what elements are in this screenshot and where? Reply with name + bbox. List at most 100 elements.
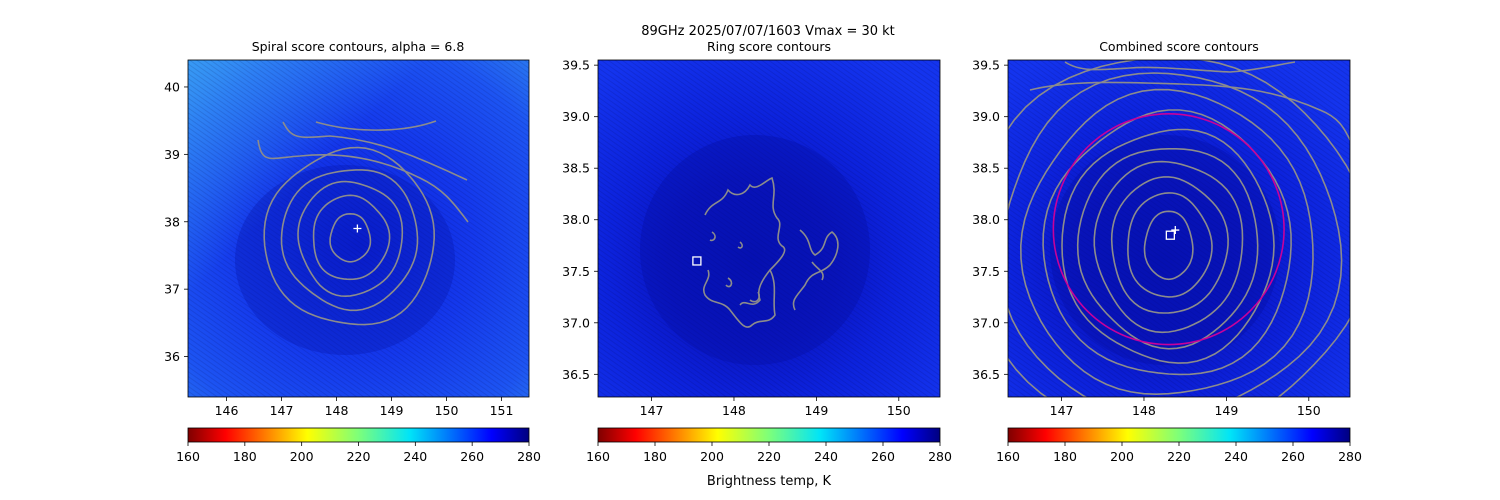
- y-tick-label: 36.5: [562, 367, 590, 382]
- spiral-ticks: 146 147 148 149 150 151 36 37 38 39 40: [164, 79, 513, 418]
- ring-contours: [703, 176, 839, 328]
- x-tick-label: 150: [887, 403, 911, 418]
- combined-contour-line: [1076, 148, 1259, 350]
- ring-contour-line: [737, 241, 743, 249]
- colorbar-tick-label: 200: [1110, 449, 1134, 464]
- y-tick-label: 38.0: [562, 212, 590, 227]
- colorbar-tick-label: 260: [460, 449, 484, 464]
- colorbar-tick-label: 160: [996, 449, 1020, 464]
- combined-contour-line: [1110, 176, 1229, 314]
- combined-panel-title: Combined score contours: [1099, 39, 1259, 54]
- spiral-contour-line: [297, 180, 404, 298]
- colorbar-tick-label: 240: [814, 449, 838, 464]
- spiral-markers: [353, 224, 362, 233]
- x-tick-label: 149: [380, 403, 404, 418]
- y-tick-label: 39.5: [972, 58, 1000, 73]
- colorbar-tick-label: 240: [1224, 449, 1248, 464]
- x-tick-label: 149: [1214, 403, 1238, 418]
- y-tick-label: 38.5: [972, 161, 1000, 176]
- combined-contour-line: [1127, 192, 1213, 298]
- combined-contour-line: [1143, 210, 1194, 281]
- ring-contour-line: [792, 229, 839, 311]
- ring-axes-frame: [597, 59, 941, 398]
- colorbar-tick-label: 160: [176, 449, 200, 464]
- colorbar-tick-label: 280: [928, 449, 952, 464]
- combined-panel: Combined score contours 147 148 149 150 36.5…: [972, 39, 1351, 418]
- spiral-contour-line: [312, 194, 391, 281]
- colorbar-tick-label: 220: [1167, 449, 1191, 464]
- y-tick-label: 40: [164, 79, 180, 94]
- colorbars: 160 180 200 220 240 260 280 160 180 200 220 240 260 2…: [176, 427, 1362, 464]
- spiral-contour-line: [329, 212, 372, 263]
- colorbar-tick-label: 180: [643, 449, 667, 464]
- combined-heatmap: [1008, 60, 1350, 397]
- colorbar-tick-label: 240: [403, 449, 427, 464]
- colorbar-tick-label: 220: [757, 449, 781, 464]
- y-tick-label: 37: [164, 282, 180, 297]
- spiral-contour-line: [263, 146, 436, 326]
- y-tick-label: 39.0: [972, 109, 1000, 124]
- x-tick-label: 150: [1297, 403, 1321, 418]
- spiral-panel: Spiral score contours, alpha = 6.8 146 14…: [164, 39, 530, 418]
- combined-contour-line: [1042, 109, 1292, 376]
- spiral-contour-line: [282, 121, 468, 181]
- x-tick-label: 148: [1132, 403, 1156, 418]
- spiral-contours: [257, 120, 469, 326]
- ring-center-square-marker: [692, 256, 702, 266]
- ring-markers: [692, 256, 702, 266]
- spiral-contour-line: [257, 139, 469, 223]
- combined-axes-frame: [1007, 59, 1351, 398]
- colorbar-tick-label: 200: [290, 449, 314, 464]
- y-tick-label: 37.5: [972, 264, 1000, 279]
- ring-contour-line: [749, 291, 761, 303]
- y-tick-label: 37.5: [562, 264, 590, 279]
- colorbar-tick-label: 260: [871, 449, 895, 464]
- combined-contour-line: [1093, 160, 1244, 334]
- colorbar-tick-label: 180: [1053, 449, 1077, 464]
- y-tick-label: 39.5: [562, 58, 590, 73]
- y-tick-label: 36: [164, 349, 180, 364]
- ring-contour-line: [709, 231, 716, 242]
- storm-center-plus-marker: [353, 224, 362, 233]
- colorbar: [187, 427, 530, 443]
- combined-contour-line: [1008, 72, 1343, 397]
- y-tick-label: 38: [164, 214, 180, 229]
- x-tick-label: 148: [325, 403, 349, 418]
- y-tick-label: 37.0: [562, 315, 590, 330]
- x-tick-label: 147: [270, 403, 294, 418]
- colorbar-tick-label: 280: [1338, 449, 1362, 464]
- combined-contour-line: [1029, 81, 1350, 141]
- combined-contour-line: [1008, 60, 1350, 397]
- spiral-panel-title: Spiral score contours, alpha = 6.8: [252, 39, 465, 54]
- ring-contour-line: [703, 269, 776, 328]
- y-tick-label: 36.5: [972, 367, 1000, 382]
- combined-ticks: 147 148 149 150 36.5 37.0 37.5 38.0 38.5 39.0 39.5: [972, 58, 1321, 418]
- colorbar: [1007, 427, 1351, 443]
- colorbar-tick-label: 220: [347, 449, 371, 464]
- y-tick-label: 38.5: [562, 161, 590, 176]
- ring-contour-line: [704, 176, 786, 306]
- ring-panel: Ring score contours 147 148 149 150 36.5 37.0…: [562, 39, 941, 418]
- y-tick-label: 39.0: [562, 109, 590, 124]
- ring-contour-line: [725, 277, 733, 288]
- x-tick-label: 147: [640, 403, 664, 418]
- combined-contour-line: [1019, 88, 1314, 396]
- y-tick-label: 38.0: [972, 212, 1000, 227]
- x-tick-label: 149: [804, 403, 828, 418]
- ring-fit-circle: [1052, 113, 1285, 346]
- ring-contour-line: [811, 261, 824, 281]
- spiral-contour-line: [280, 169, 419, 312]
- x-tick-label: 151: [490, 403, 514, 418]
- colorbar-tick-label: 180: [233, 449, 257, 464]
- colorbar-tick-label: 280: [517, 449, 541, 464]
- colorbar-tick-label: 160: [586, 449, 610, 464]
- x-tick-label: 148: [722, 403, 746, 418]
- combined-contours: [1008, 60, 1350, 397]
- colorbar: [597, 427, 941, 443]
- combined-contour-line: [1064, 61, 1296, 73]
- spiral-contour-line: [315, 120, 437, 131]
- ring-ticks: 147 148 149 150 36.5 37.0 37.5 38.0 38.5 39.0 39.5: [562, 58, 911, 418]
- ring-panel-title: Ring score contours: [707, 39, 831, 54]
- x-tick-label: 150: [435, 403, 459, 418]
